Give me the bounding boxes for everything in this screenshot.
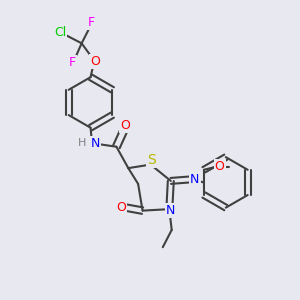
Text: F: F [88, 16, 95, 29]
Text: N: N [90, 137, 100, 150]
Text: Cl: Cl [54, 26, 66, 39]
Text: O: O [90, 55, 100, 68]
Text: S: S [147, 153, 156, 167]
Text: H: H [78, 138, 86, 148]
Text: O: O [215, 160, 225, 173]
Text: N: N [190, 173, 200, 186]
Text: O: O [116, 201, 126, 214]
Text: N: N [166, 203, 176, 217]
Text: F: F [69, 56, 76, 69]
Text: O: O [120, 119, 130, 132]
